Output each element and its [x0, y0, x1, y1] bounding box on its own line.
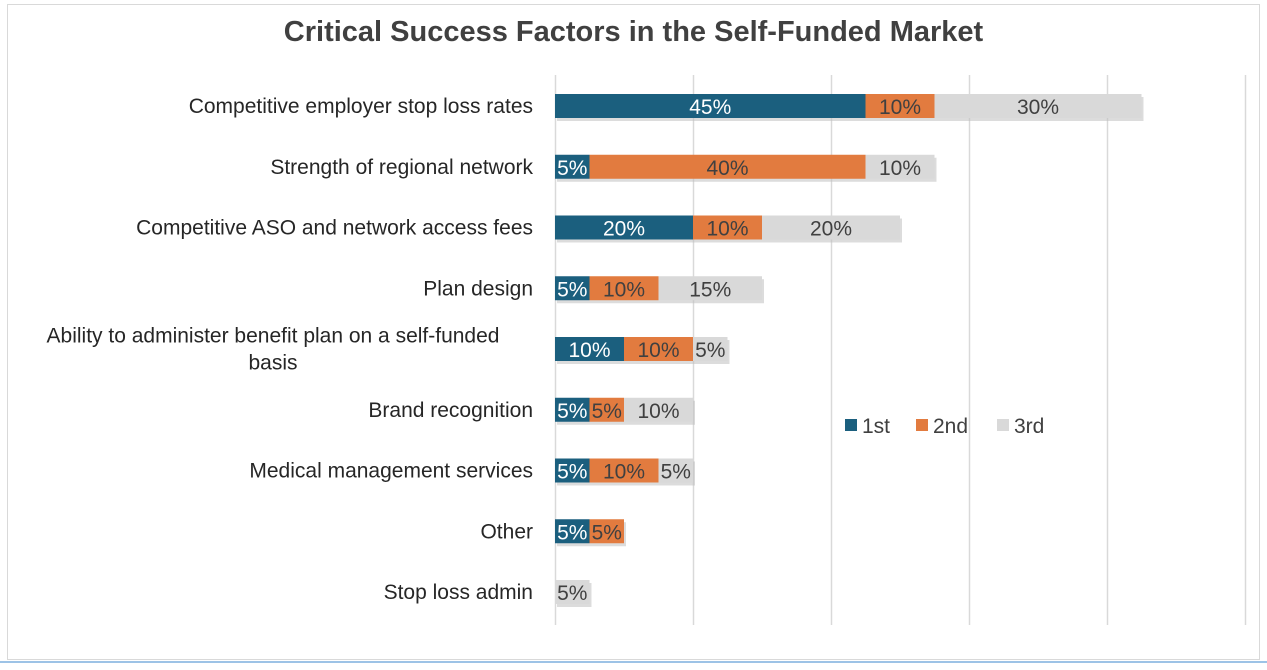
- data-label: 20%: [810, 218, 852, 241]
- category-label: Ability to administer benefit plan on a …: [47, 325, 500, 375]
- legend-label: 1st: [862, 415, 890, 438]
- chart-title: Critical Success Factors in the Self-Fun…: [283, 16, 984, 48]
- category-label: Stop loss admin: [384, 581, 533, 604]
- data-label: 5%: [661, 461, 691, 484]
- data-label: 10%: [603, 461, 645, 484]
- category-label: Competitive ASO and network access fees: [136, 217, 533, 240]
- bar-segment-2nd: [589, 276, 659, 301]
- bar-segment-2nd: [693, 215, 762, 240]
- bar-segment-3rd: [658, 276, 762, 301]
- legend-swatch: [845, 419, 857, 431]
- data-label: 15%: [689, 278, 731, 301]
- bar-segment-1st: [555, 397, 590, 422]
- bar-segment-1st: [555, 458, 590, 483]
- data-label: 10%: [879, 157, 921, 180]
- bar-segment-3rd: [555, 580, 590, 604]
- bottom-divider: [0, 661, 1267, 663]
- bar-segment-1st: [555, 337, 624, 361]
- bar-segment-2nd: [589, 154, 866, 179]
- data-label: 5%: [557, 582, 587, 605]
- bar-segment-3rd: [624, 397, 693, 422]
- bar-segment-3rd: [762, 215, 900, 240]
- data-label: 10%: [603, 278, 645, 301]
- bar-segment-1st: [555, 154, 590, 179]
- data-label: 5%: [695, 339, 725, 362]
- data-label: 5%: [557, 400, 587, 423]
- legend-swatch: [997, 419, 1009, 431]
- category-label: Other: [480, 520, 533, 543]
- category-label: Plan design: [423, 277, 533, 300]
- bar-segment-3rd: [658, 458, 693, 483]
- data-label: 10%: [879, 96, 921, 119]
- category-label: Competitive employer stop loss rates: [189, 95, 533, 118]
- data-label: 10%: [568, 339, 610, 362]
- data-label: 5%: [557, 157, 587, 180]
- legend-label: 3rd: [1014, 415, 1044, 438]
- data-label: 10%: [637, 339, 679, 362]
- category-label: Brand recognition: [368, 399, 533, 422]
- bar-segment-1st: [555, 276, 590, 301]
- data-label: 20%: [603, 218, 645, 241]
- bar-segment-3rd: [934, 94, 1142, 118]
- data-label: 40%: [706, 157, 748, 180]
- data-label: 5%: [557, 521, 587, 544]
- bar-segment-3rd: [693, 337, 728, 361]
- bar-segment-1st: [555, 94, 866, 118]
- data-label: 5%: [592, 521, 622, 544]
- bar-segment-1st: [555, 215, 693, 240]
- data-label: 30%: [1017, 96, 1059, 119]
- bar-segment-1st: [555, 519, 590, 544]
- data-label: 10%: [706, 218, 748, 241]
- data-label: 5%: [557, 461, 587, 484]
- data-label: 45%: [689, 96, 731, 119]
- bar-segment-2nd: [589, 397, 624, 422]
- category-label: Medical management services: [249, 460, 533, 483]
- legend-swatch: [916, 419, 928, 431]
- bar-segment-2nd: [865, 94, 935, 118]
- bar-segment-2nd: [589, 458, 659, 483]
- bar-segment-3rd: [865, 154, 935, 179]
- data-label: 10%: [637, 400, 679, 423]
- bar-segment-2nd: [624, 337, 693, 361]
- bar-segment-2nd: [589, 519, 624, 544]
- data-label: 5%: [592, 400, 622, 423]
- legend-label: 2nd: [933, 415, 968, 438]
- data-label: 5%: [557, 278, 587, 301]
- category-label: Strength of regional network: [270, 156, 533, 179]
